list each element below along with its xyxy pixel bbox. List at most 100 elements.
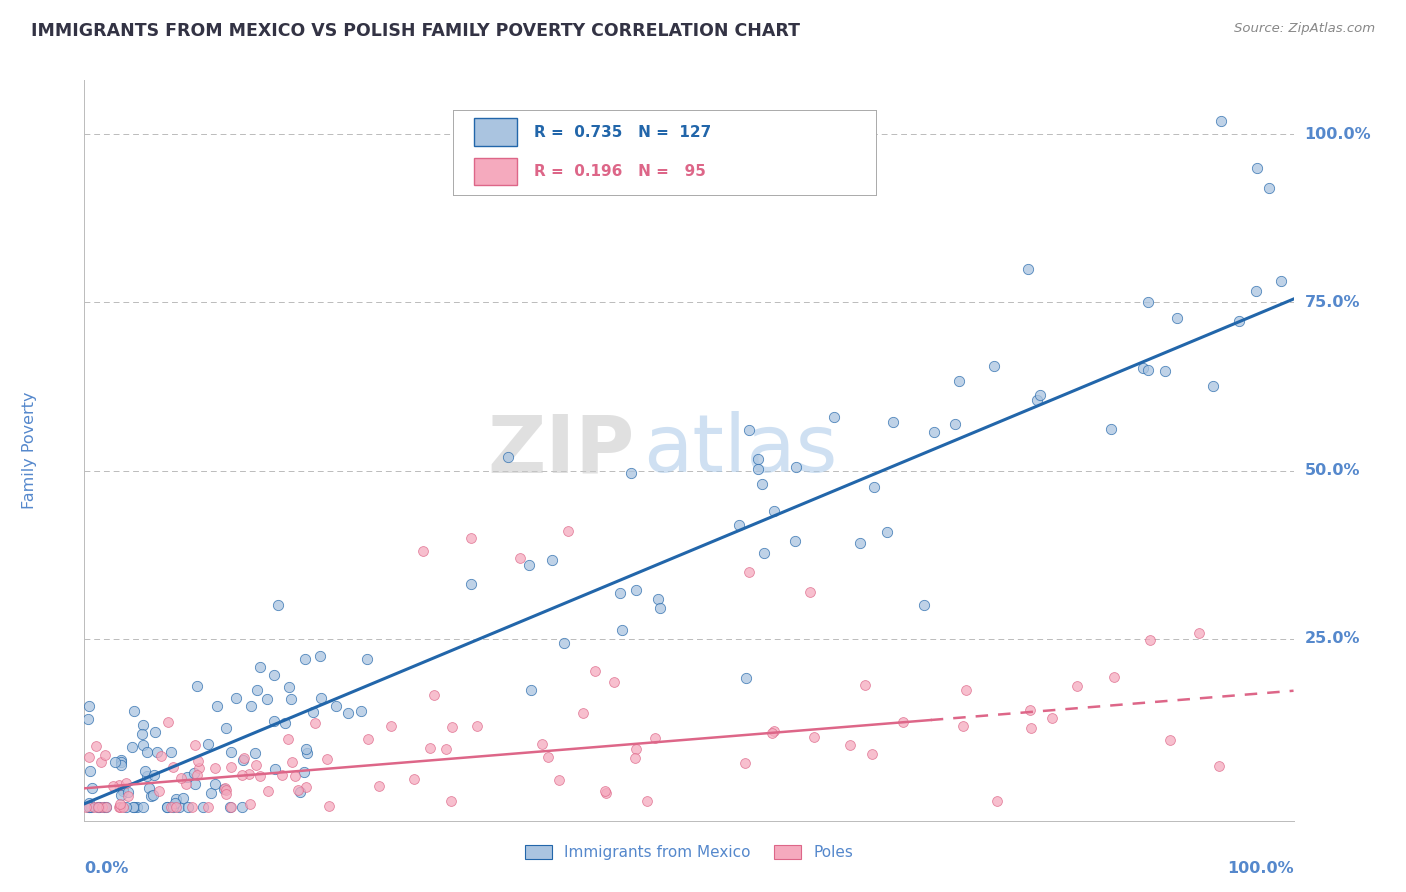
Point	[165, 791, 187, 805]
Point	[583, 664, 606, 678]
Point	[263, 714, 285, 728]
Point	[87, 800, 110, 814]
Point	[156, 714, 179, 729]
Point	[799, 584, 821, 599]
Point	[238, 766, 260, 780]
Point	[77, 800, 100, 814]
Point	[912, 599, 935, 613]
Point	[162, 800, 184, 814]
Point	[983, 359, 1005, 373]
Point	[412, 544, 434, 558]
Point	[110, 800, 132, 814]
Point	[785, 460, 807, 475]
Point	[79, 764, 101, 778]
Point	[122, 800, 145, 814]
Point	[219, 745, 242, 759]
Point	[557, 524, 579, 539]
Point	[434, 742, 457, 756]
Point	[302, 705, 325, 719]
Point	[191, 800, 214, 814]
Point	[1209, 113, 1232, 128]
Point	[200, 786, 222, 800]
Point	[110, 758, 132, 772]
Point	[117, 784, 139, 798]
Point	[752, 545, 775, 559]
Point	[1029, 387, 1052, 401]
Point	[404, 772, 426, 787]
Point	[87, 800, 110, 814]
Point	[83, 800, 105, 814]
Point	[219, 800, 242, 814]
Text: 75.0%: 75.0%	[1305, 295, 1360, 310]
Point	[648, 601, 671, 615]
Point	[125, 800, 148, 814]
Point	[467, 719, 489, 733]
Point	[309, 691, 332, 706]
Point	[170, 772, 193, 786]
Point	[356, 652, 378, 666]
Point	[294, 652, 316, 666]
Point	[644, 731, 666, 745]
Point	[357, 732, 380, 747]
Point	[232, 751, 254, 765]
Point	[132, 718, 155, 732]
Point	[134, 764, 156, 778]
Point	[734, 671, 756, 685]
Point	[849, 536, 872, 550]
Point	[162, 760, 184, 774]
Point	[122, 704, 145, 718]
Point	[156, 800, 179, 814]
Point	[747, 451, 769, 466]
Point	[108, 800, 131, 814]
Point	[165, 796, 187, 810]
Point	[952, 719, 974, 733]
Point	[1019, 703, 1042, 717]
Point	[160, 800, 183, 814]
Point	[325, 698, 347, 713]
Point	[626, 583, 648, 598]
Point	[243, 746, 266, 760]
Point	[204, 777, 226, 791]
Point	[257, 784, 280, 798]
Point	[197, 737, 219, 751]
Point	[114, 800, 136, 814]
Point	[1159, 732, 1181, 747]
Point	[636, 793, 658, 807]
Point	[160, 745, 183, 759]
Point	[943, 417, 966, 431]
Point	[738, 565, 761, 579]
Point	[115, 776, 138, 790]
Point	[150, 748, 173, 763]
Point	[267, 599, 290, 613]
Point	[520, 683, 543, 698]
Point	[1040, 711, 1063, 725]
Point	[1246, 161, 1268, 175]
Point	[281, 755, 304, 769]
Point	[603, 675, 626, 690]
Point	[1066, 679, 1088, 693]
Point	[197, 800, 219, 814]
Point	[763, 503, 786, 517]
Text: IMMIGRANTS FROM MEXICO VS POLISH FAMILY POVERTY CORRELATION CHART: IMMIGRANTS FROM MEXICO VS POLISH FAMILY …	[31, 22, 800, 40]
Point	[205, 699, 228, 714]
Point	[287, 783, 309, 797]
Point	[876, 525, 898, 540]
Point	[531, 737, 554, 751]
Point	[1270, 275, 1292, 289]
Point	[76, 713, 98, 727]
Point	[553, 636, 575, 650]
Point	[440, 794, 463, 808]
Point	[727, 518, 749, 533]
Legend: Immigrants from Mexico, Poles: Immigrants from Mexico, Poles	[519, 839, 859, 866]
Point	[308, 649, 330, 664]
Point	[517, 558, 540, 572]
Point	[186, 768, 208, 782]
Point	[948, 375, 970, 389]
Point	[142, 788, 165, 802]
Point	[84, 739, 107, 754]
Point	[214, 787, 236, 801]
Point	[239, 797, 262, 812]
Point	[350, 704, 373, 718]
Point	[1017, 261, 1039, 276]
Point	[121, 740, 143, 755]
